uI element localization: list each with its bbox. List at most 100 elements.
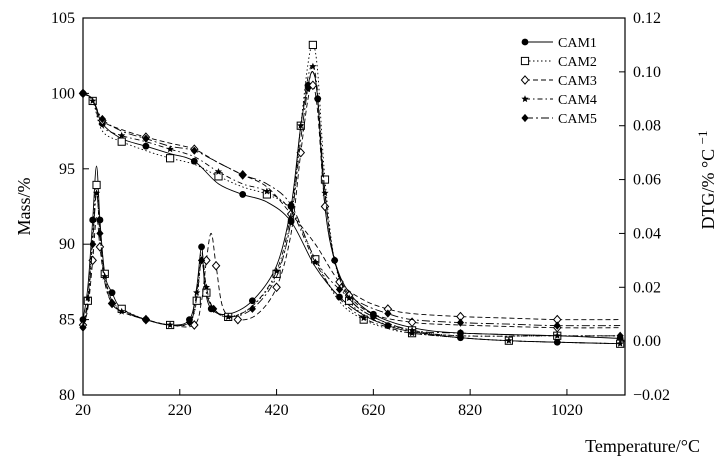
- dtg-point: [224, 313, 232, 320]
- x-tick-label: 20: [75, 402, 91, 419]
- dtg-curve-cam5: [82, 71, 621, 337]
- mass-curve-cam3: [82, 92, 621, 321]
- dtg-point: [84, 294, 92, 302]
- dtg-point: [314, 94, 322, 103]
- legend-marker: [520, 75, 530, 85]
- dtg-point: [248, 304, 256, 313]
- dtg-point: [272, 282, 281, 293]
- dtg-point: [233, 314, 243, 325]
- dtg-point: [331, 256, 339, 265]
- x-tick-label: 1020: [551, 402, 583, 419]
- mass-point: [456, 318, 465, 327]
- plot-frame: [82, 17, 626, 396]
- mass-point: [336, 293, 343, 301]
- dtg-point: [101, 272, 109, 280]
- x-axis-title: Temperature/°C: [585, 436, 700, 456]
- legend-marker: [521, 38, 529, 46]
- dtg-point: [407, 317, 417, 328]
- y-tick-label: 90: [59, 236, 75, 253]
- dtg-point: [308, 40, 317, 50]
- dtg-point: [92, 180, 101, 190]
- legend-item-cam3: CAM3: [520, 74, 597, 89]
- mass-point: [98, 114, 106, 124]
- dtg-point: [308, 80, 318, 91]
- legend-marker: [521, 113, 529, 123]
- series-cam2: [82, 40, 625, 348]
- mass-point: [166, 154, 175, 163]
- dtg-point: [248, 297, 256, 305]
- dtg-point: [369, 312, 377, 322]
- mass-point: [190, 146, 198, 155]
- series-cam3: [78, 80, 621, 333]
- y2-tick-label: −0.02: [633, 387, 670, 404]
- y2-tick-label: 0.02: [633, 279, 661, 296]
- mass-point: [239, 170, 247, 179]
- x-tick-label: 420: [265, 402, 289, 419]
- dtg-point: [309, 62, 317, 70]
- legend-item-cam1: CAM1: [521, 36, 597, 51]
- dtg-point: [210, 304, 218, 313]
- right-y-axis-title-superscript: −1: [695, 130, 710, 144]
- mass-point: [553, 321, 561, 330]
- mass-point: [360, 314, 368, 322]
- dtg-point: [211, 260, 221, 271]
- left-y-axis-title: Mass/%: [14, 177, 34, 235]
- mass-point: [166, 145, 174, 153]
- dtg-point: [297, 121, 305, 129]
- dtg-point: [202, 283, 210, 291]
- series-cam5: [79, 71, 624, 340]
- mass-point: [287, 200, 295, 210]
- mass-point: [118, 131, 126, 139]
- mass-point: [239, 191, 247, 198]
- y2-tick-label: 0.04: [633, 225, 661, 242]
- y2-tick-label: 0.06: [633, 172, 661, 189]
- dtg-point: [273, 267, 281, 275]
- mass-point: [263, 187, 271, 195]
- dtg-point: [185, 318, 194, 327]
- dtg-point: [197, 256, 206, 265]
- legend-item-cam4: CAM4: [521, 93, 597, 108]
- legend-marker: [520, 56, 530, 66]
- series-cam4: [82, 62, 624, 347]
- dtg-curve-cam2: [82, 44, 621, 337]
- y-tick-label: 100: [51, 85, 75, 102]
- y2-tick-label: 0.08: [633, 118, 661, 135]
- dtg-point: [320, 175, 330, 184]
- plot-area: [78, 40, 625, 348]
- y-tick-label: 105: [51, 10, 75, 27]
- mass-point: [616, 339, 624, 347]
- dtg-point: [142, 315, 150, 324]
- legend-label: CAM4: [558, 93, 597, 108]
- y-tick-label: 85: [59, 312, 75, 329]
- dtg-point: [89, 240, 97, 249]
- mass-curve-cam4: [82, 93, 621, 345]
- legend-item-cam5: CAM5: [521, 112, 597, 127]
- x-tick-label: 620: [361, 402, 385, 419]
- mass-point: [311, 258, 319, 266]
- legend-label: CAM5: [558, 112, 597, 127]
- right-y-axis-title: DTG/% °C −1: [695, 130, 718, 229]
- dtg-point: [456, 328, 465, 338]
- y-tick-label: 95: [59, 161, 75, 178]
- mass-point: [384, 309, 392, 318]
- dtg-point: [190, 320, 199, 330]
- mass-point: [214, 168, 223, 175]
- y2-tick-label: 0.10: [633, 64, 661, 81]
- dtg-point: [616, 331, 624, 340]
- dtg-point: [89, 216, 97, 224]
- mass-point: [89, 97, 97, 104]
- mass-point: [214, 172, 223, 181]
- legend: CAM1 CAM2 CAM3 CAM4 CAM5: [520, 36, 597, 127]
- mass-point: [505, 336, 513, 344]
- dtg-point: [198, 243, 205, 251]
- legend-label: CAM2: [558, 55, 597, 70]
- mass-curve-cam5: [82, 93, 621, 327]
- dtg-point: [287, 215, 295, 225]
- mass-point: [190, 157, 198, 165]
- mass-curve-cam2: [82, 93, 621, 345]
- legend-marker: [521, 95, 529, 103]
- dtg-point: [345, 294, 353, 302]
- mass-curve-cam1: [82, 92, 621, 345]
- mass-point: [408, 329, 416, 337]
- dtg-point: [304, 83, 312, 93]
